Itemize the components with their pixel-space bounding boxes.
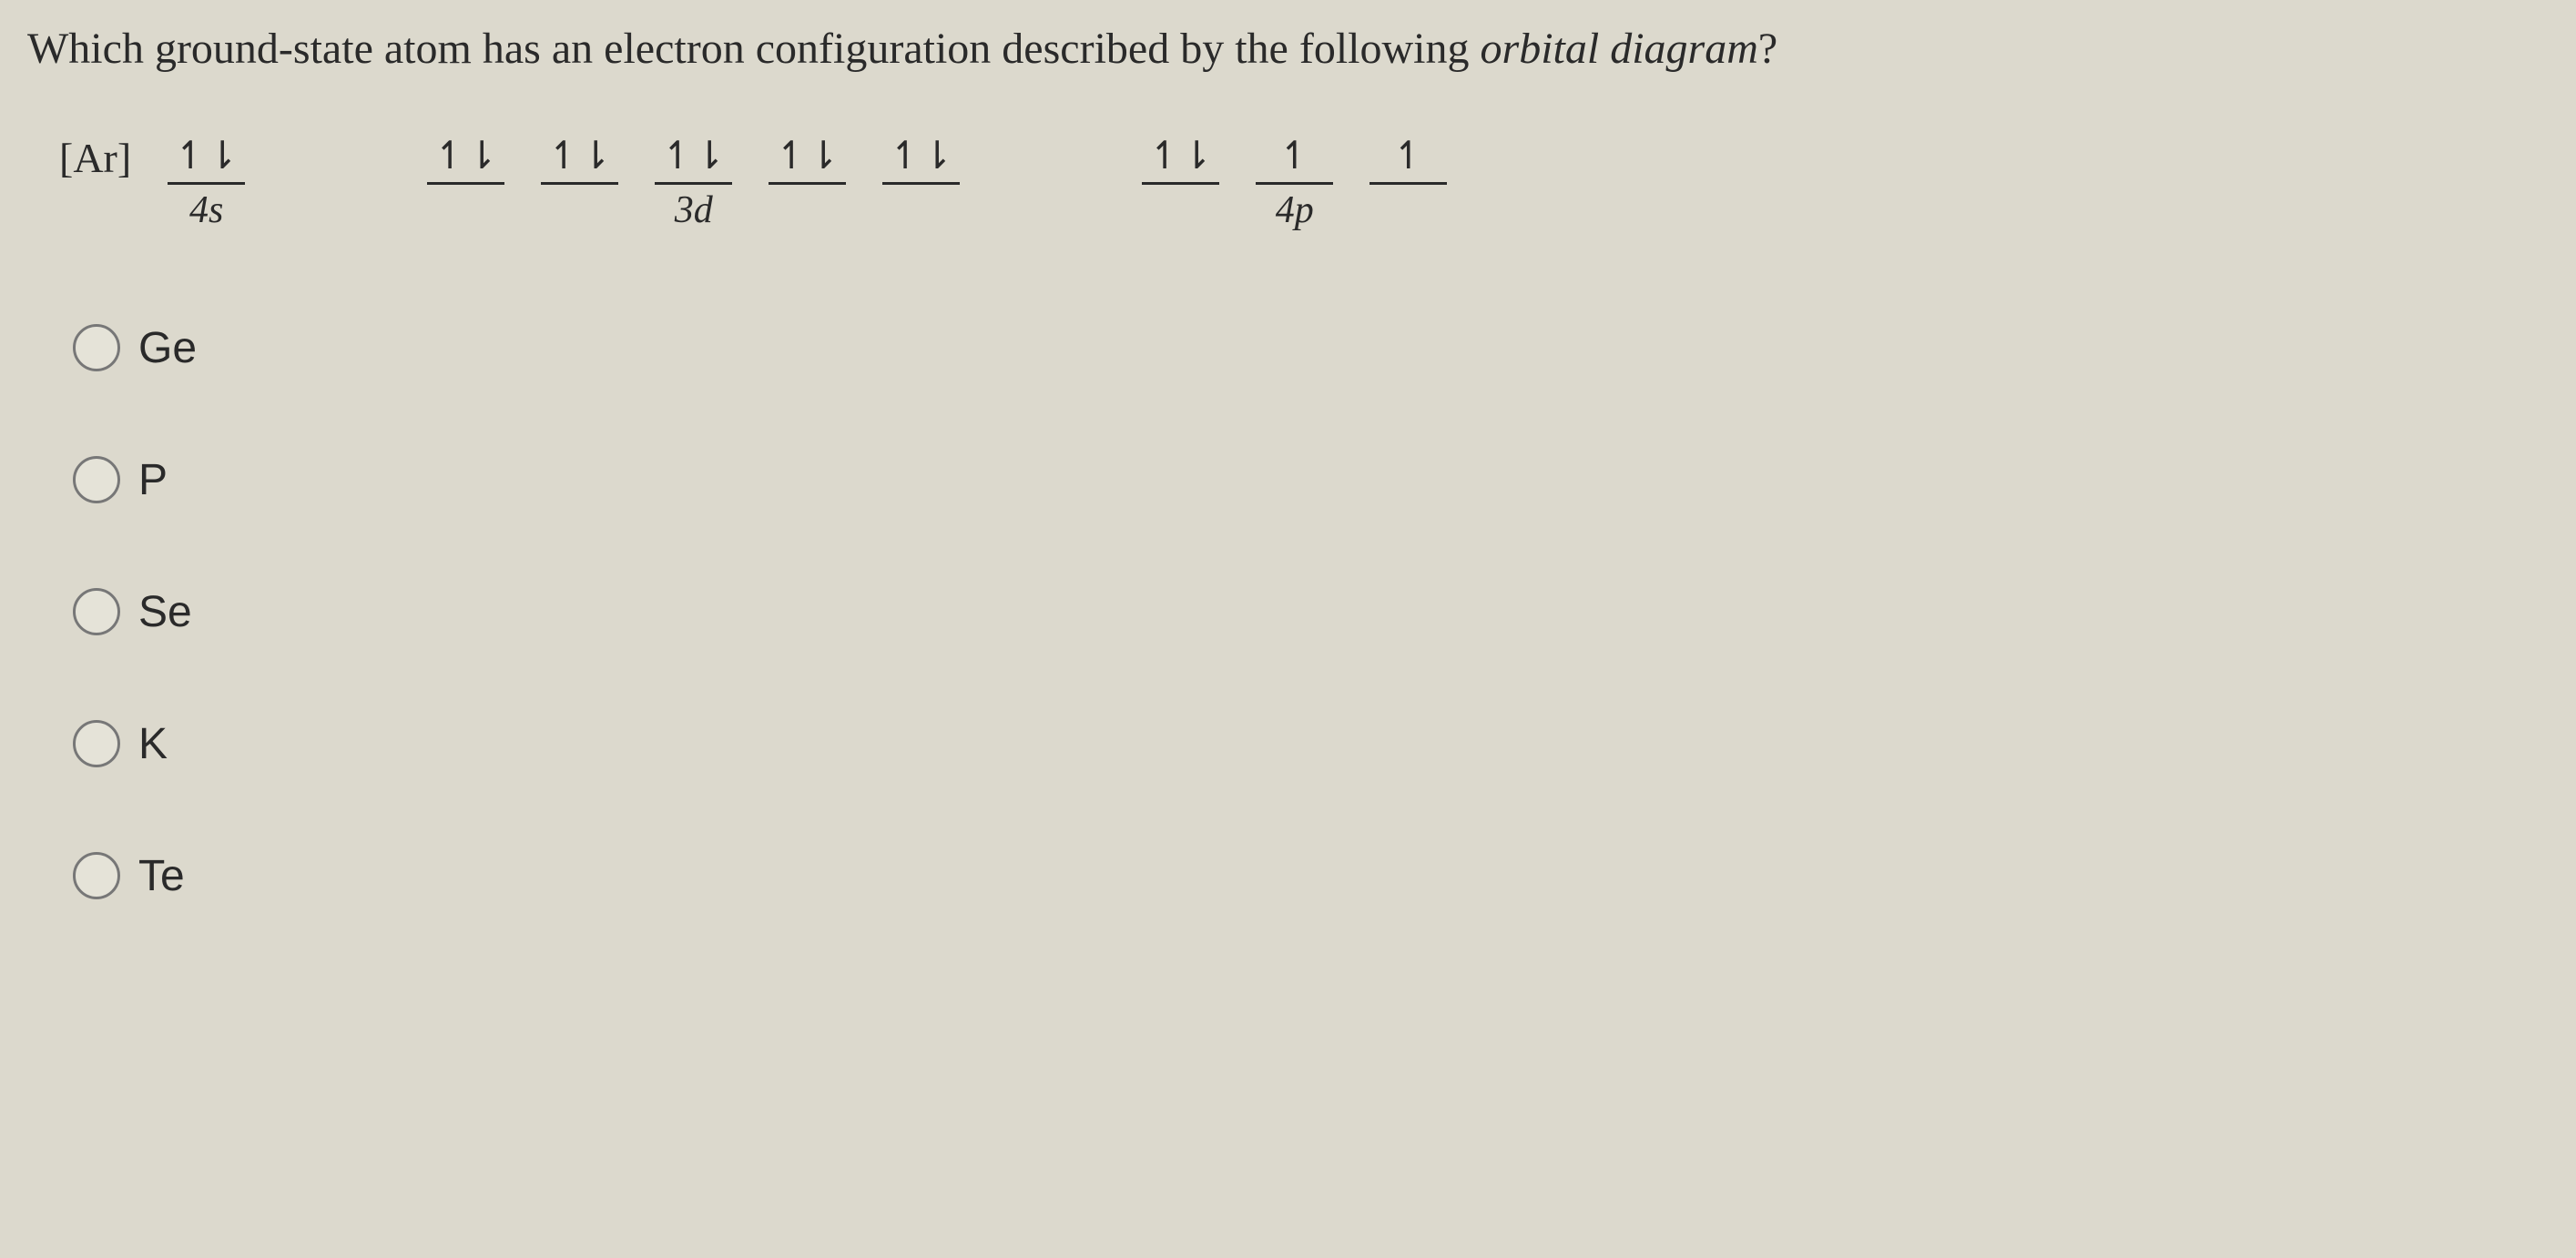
option-se[interactable]: Se	[73, 587, 2549, 637]
radio-button[interactable]	[73, 456, 120, 503]
orbital-box: ↿⇂	[769, 134, 846, 184]
sublevel-label-3d: 3d	[675, 188, 713, 232]
option-label: K	[138, 719, 168, 769]
radio-button[interactable]	[73, 852, 120, 899]
option-ge[interactable]: Ge	[73, 323, 2549, 373]
sublevel-label-4s: 4s	[189, 188, 223, 232]
sublevel-label-4p: 4p	[1276, 188, 1314, 232]
option-label: Ge	[138, 323, 197, 373]
option-label: P	[138, 455, 168, 505]
orbital-diagram: [Ar] ↿⇂ 4s ↿⇂ ↿⇂ ↿⇂ ↿⇂ ↿⇂ 3d ↿⇂ ↿ ↿ 4p	[59, 134, 2549, 231]
radio-button[interactable]	[73, 720, 120, 767]
radio-button[interactable]	[73, 324, 120, 371]
option-label: Se	[138, 587, 192, 637]
option-p[interactable]: P	[73, 455, 2549, 505]
orbital-row-3d: ↿⇂ ↿⇂ ↿⇂ ↿⇂ ↿⇂	[427, 134, 960, 184]
option-label: Te	[138, 851, 185, 901]
option-k[interactable]: K	[73, 719, 2549, 769]
sublevel-4s: ↿⇂ 4s	[168, 134, 245, 231]
question-text: Which ground-state atom has an electron …	[27, 18, 2549, 79]
question-text-part2: ?	[1758, 25, 1777, 73]
question-text-part1: Which ground-state atom has an electron …	[27, 25, 1481, 73]
radio-button[interactable]	[73, 588, 120, 635]
orbital-box: ↿⇂	[1142, 134, 1219, 184]
option-te[interactable]: Te	[73, 851, 2549, 901]
orbital-box: ↿⇂	[541, 134, 618, 184]
orbital-box: ↿	[1369, 134, 1447, 184]
orbital-box: ↿	[1256, 134, 1333, 184]
orbital-box: ↿⇂	[655, 134, 732, 184]
orbital-box: ↿⇂	[882, 134, 960, 184]
core-notation: [Ar]	[59, 134, 131, 182]
orbital-box: ↿⇂	[427, 134, 504, 184]
orbital-row-4p: ↿⇂ ↿ ↿	[1142, 134, 1447, 184]
orbital-box: ↿⇂	[168, 134, 245, 184]
orbital-row-4s: ↿⇂	[168, 134, 245, 184]
sublevel-4p: ↿⇂ ↿ ↿ 4p	[1142, 134, 1447, 231]
question-text-italic: orbital diagram	[1481, 25, 1758, 73]
answer-options: Ge P Se K Te	[73, 323, 2549, 901]
sublevel-3d: ↿⇂ ↿⇂ ↿⇂ ↿⇂ ↿⇂ 3d	[427, 134, 960, 231]
